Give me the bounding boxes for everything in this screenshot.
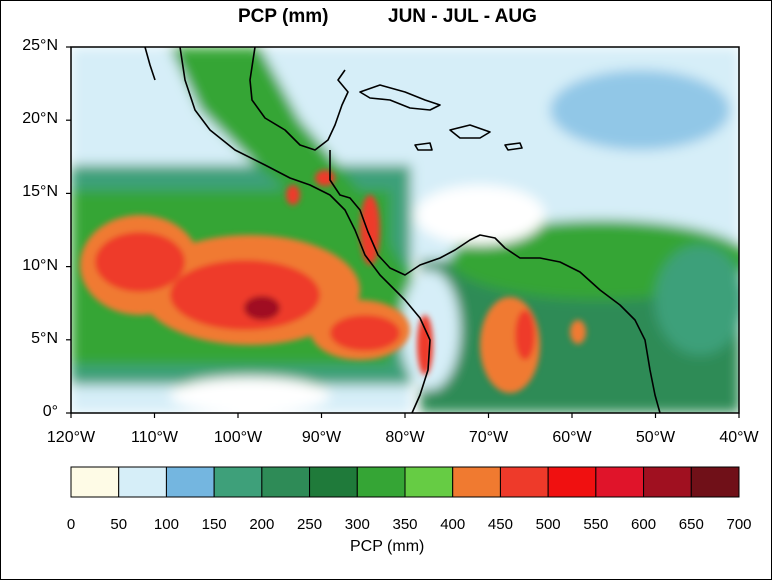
shade-chiapas bbox=[286, 185, 300, 205]
shade-dry-caribbean bbox=[415, 185, 545, 245]
shade-atlantic-itcz bbox=[655, 245, 739, 355]
colorbar-level-label: 200 bbox=[249, 516, 275, 533]
colorbar-level-label: 550 bbox=[583, 516, 609, 533]
colorbar-swatch bbox=[452, 466, 501, 498]
coastline-caribbean-south-america bbox=[329, 150, 661, 413]
shade-red-east bbox=[330, 315, 400, 351]
axis-ticks bbox=[66, 46, 740, 418]
shade-atlantic-blue bbox=[550, 70, 730, 150]
shade-red-west bbox=[95, 232, 185, 292]
x-tick-label: 120°W bbox=[46, 429, 96, 446]
coastline-pacific bbox=[179, 47, 431, 413]
colorbar-level-label: 50 bbox=[110, 516, 128, 533]
y-tick-label: 10°N bbox=[22, 256, 58, 274]
colorbar-swatch bbox=[690, 466, 740, 498]
x-tick-label: 80°W bbox=[385, 429, 425, 446]
y-tick-label: 0° bbox=[42, 403, 58, 420]
title-season: JUN - JUL - AUG bbox=[388, 6, 537, 27]
hispaniola bbox=[449, 124, 491, 139]
colorbar-swatch bbox=[261, 466, 311, 498]
colorbar-level-label: 400 bbox=[440, 516, 466, 533]
coastlines bbox=[144, 47, 661, 413]
colorbar-swatch bbox=[165, 466, 215, 498]
x-tick-label: 70°W bbox=[468, 429, 509, 446]
colorbar-swatch bbox=[309, 466, 358, 498]
colorbar-swatch bbox=[404, 466, 454, 498]
x-tick-label: 40°W bbox=[719, 429, 759, 446]
y-tick-label: 15°N bbox=[22, 183, 58, 201]
colorbar-swatch bbox=[595, 466, 645, 498]
shade-dry-pacific bbox=[170, 377, 330, 413]
x-tick-label: 110°W bbox=[130, 429, 178, 446]
colorbar-swatch bbox=[118, 466, 167, 498]
y-tick-label: 5°N bbox=[31, 329, 58, 347]
heavy-shading bbox=[80, 170, 586, 393]
colorbar-title: PCP (mm) bbox=[350, 538, 425, 555]
colorbar bbox=[70, 466, 740, 498]
colorbar-level-label: 250 bbox=[297, 516, 323, 533]
puerto-rico bbox=[504, 142, 523, 151]
colorbar-level-label: 150 bbox=[201, 516, 227, 533]
colorbar-swatch bbox=[499, 466, 549, 498]
colorbar-level-label: 600 bbox=[631, 516, 657, 533]
x-tick-label: 50°W bbox=[635, 429, 676, 446]
jamaica bbox=[414, 142, 433, 151]
shade-red-central bbox=[170, 260, 320, 330]
colorbar-level-label: 700 bbox=[726, 516, 752, 533]
x-tick-label: 100°W bbox=[213, 429, 263, 446]
cuba bbox=[359, 84, 441, 111]
colorbar-swatch bbox=[356, 466, 406, 498]
title-variable: PCP (mm) bbox=[238, 6, 329, 27]
y-tick-label: 25°N bbox=[22, 37, 58, 54]
precipitation-field bbox=[71, 47, 739, 413]
colorbar-level-label: 500 bbox=[535, 516, 561, 533]
colorbar-swatch bbox=[213, 466, 263, 498]
shade-choco bbox=[417, 315, 433, 375]
colorbar-level-label: 350 bbox=[392, 516, 418, 533]
shade-maroon-max bbox=[244, 296, 280, 320]
colorbar-level-label: 650 bbox=[678, 516, 704, 533]
colorbar-level-label: 450 bbox=[487, 516, 513, 533]
colorbar-swatch bbox=[547, 466, 597, 498]
colorbar-swatch bbox=[643, 466, 692, 498]
y-tick-label: 20°N bbox=[22, 110, 58, 128]
colorbar-level-label: 300 bbox=[344, 516, 370, 533]
x-tick-label: 60°W bbox=[552, 429, 592, 446]
colorbar-level-label: 0 bbox=[66, 516, 76, 533]
shade-red-amazon bbox=[515, 310, 535, 360]
x-tick-label: 90°W bbox=[301, 429, 342, 446]
baja-california bbox=[144, 47, 156, 81]
colorbar-level-label: 100 bbox=[153, 516, 179, 533]
coastline-gulf-mexico bbox=[249, 47, 349, 151]
colorbar-swatch bbox=[70, 466, 120, 498]
shade-orange-guyana bbox=[570, 320, 586, 344]
